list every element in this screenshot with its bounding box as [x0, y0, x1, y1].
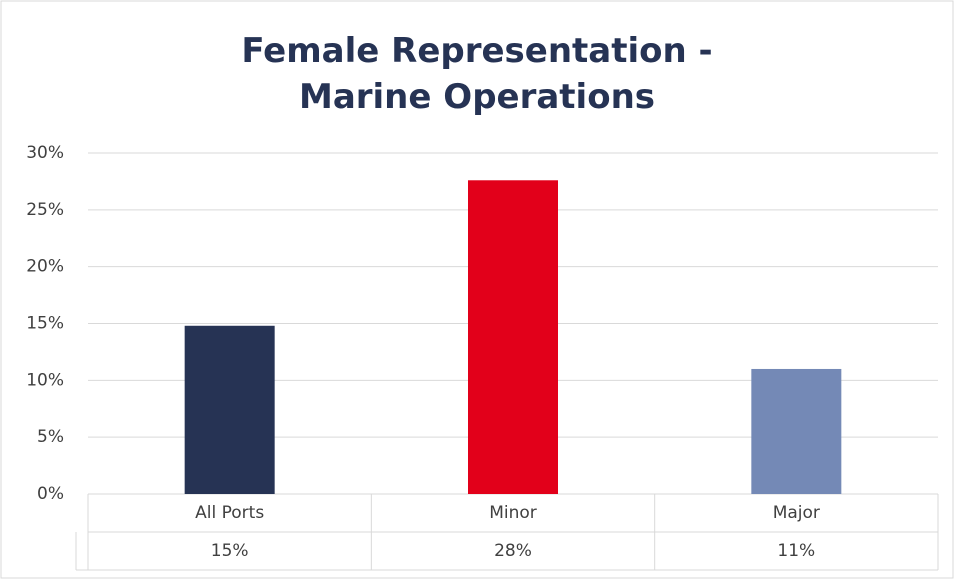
y-tick-label: 0% — [37, 484, 64, 504]
y-tick-label: 20% — [26, 257, 64, 277]
table-value: 28% — [494, 541, 532, 561]
y-tick-label: 10% — [26, 370, 64, 390]
y-tick-label: 5% — [37, 427, 64, 447]
table-value: 11% — [777, 541, 815, 561]
chart-title: Female Representation - Marine Operation… — [241, 31, 713, 117]
bar — [751, 368, 842, 494]
y-tick-label: 15% — [26, 314, 64, 334]
x-tick-label: Minor — [489, 503, 537, 523]
y-tick-label: 30% — [26, 143, 64, 163]
x-tick-label: All Ports — [195, 503, 264, 523]
table-value: 15% — [211, 541, 249, 561]
y-tick-label: 25% — [26, 200, 64, 220]
bar — [468, 180, 558, 494]
x-tick-label: Major — [773, 503, 820, 523]
bar — [184, 325, 275, 494]
